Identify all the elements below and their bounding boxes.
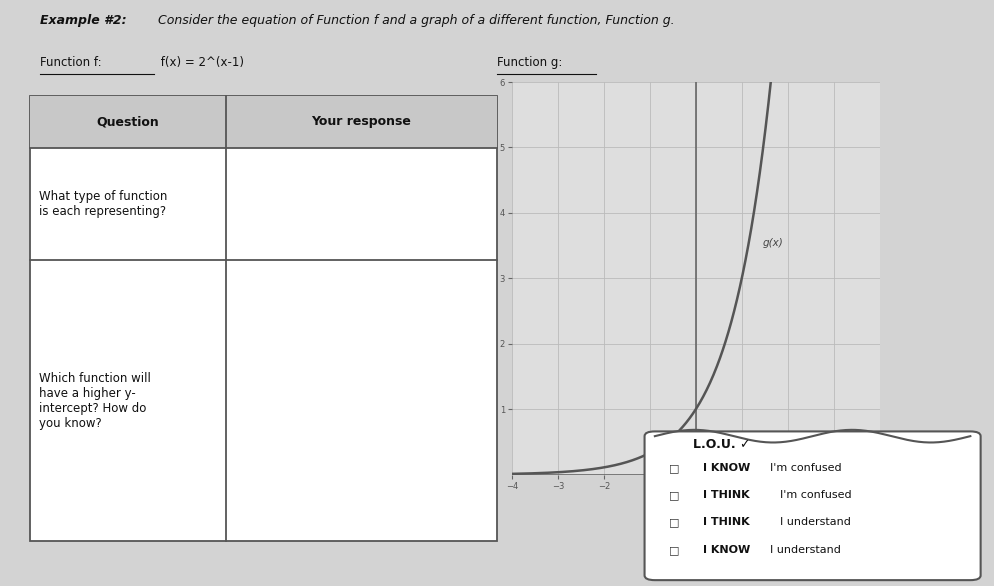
Text: Example #2:: Example #2: — [40, 14, 126, 27]
Text: I THINK: I THINK — [703, 490, 753, 500]
Text: □: □ — [669, 490, 679, 500]
Text: I understand: I understand — [770, 546, 841, 556]
Text: g(x): g(x) — [762, 238, 783, 248]
Text: I KNOW: I KNOW — [703, 463, 754, 473]
Text: □: □ — [669, 463, 679, 473]
Text: Your response: Your response — [311, 115, 412, 128]
Text: I THINK: I THINK — [703, 517, 753, 527]
Text: f(x) = 2^(x-1): f(x) = 2^(x-1) — [157, 56, 245, 69]
Text: I'm confused: I'm confused — [779, 490, 851, 500]
Text: Consider the equation of Function f and a graph of a different function, Functio: Consider the equation of Function f and … — [154, 14, 675, 27]
Text: I'm confused: I'm confused — [770, 463, 842, 473]
Text: What type of function
is each representing?: What type of function is each representi… — [39, 190, 168, 218]
Text: I understand: I understand — [779, 517, 851, 527]
Text: Function g:: Function g: — [497, 56, 563, 69]
Text: □: □ — [669, 546, 679, 556]
Text: I KNOW: I KNOW — [703, 546, 754, 556]
Text: Which function will
have a higher y-
intercept? How do
you know?: Which function will have a higher y- int… — [39, 372, 151, 430]
Bar — [30, 96, 497, 148]
Text: L.O.U. ✓: L.O.U. ✓ — [693, 438, 750, 451]
FancyBboxPatch shape — [644, 431, 981, 580]
Text: Question: Question — [96, 115, 159, 128]
Text: Function f:: Function f: — [40, 56, 101, 69]
Text: □: □ — [669, 517, 679, 527]
